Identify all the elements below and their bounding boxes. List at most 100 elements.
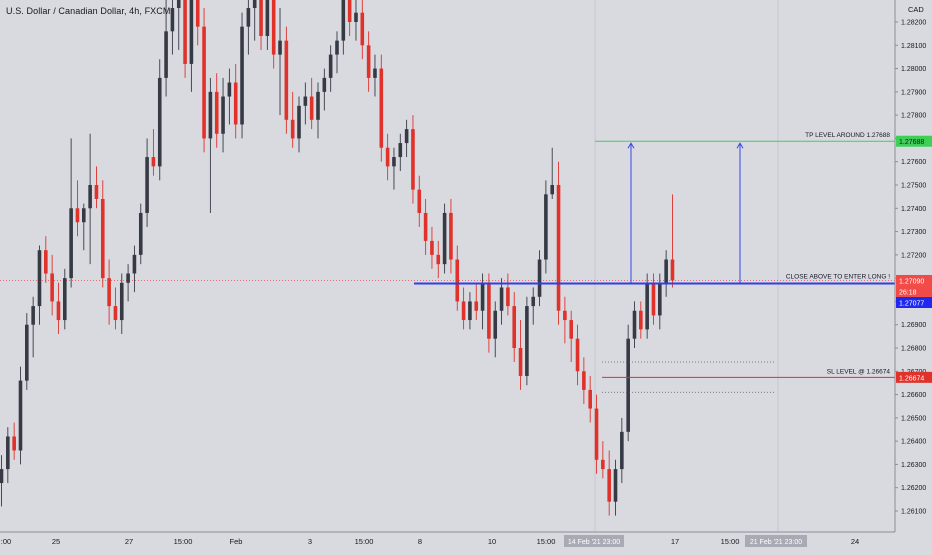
candle-body[interactable] [0,469,4,484]
candle-body[interactable] [347,0,352,22]
candle-body[interactable] [392,157,396,167]
candle-body[interactable] [75,208,80,223]
candle-body[interactable] [290,119,295,139]
candle-body[interactable] [639,310,643,330]
candle-body[interactable] [455,259,460,302]
candle-body[interactable] [385,147,390,167]
candle-body[interactable] [164,31,168,78]
candle-body[interactable] [132,254,137,274]
candle-body[interactable] [227,82,232,97]
candle-body[interactable] [651,282,656,316]
candle-body[interactable] [449,212,453,260]
candle-body[interactable] [12,436,16,451]
candle-body[interactable] [170,8,175,32]
candle-body[interactable] [246,8,251,27]
candle-body[interactable] [404,129,409,144]
candle-body[interactable] [506,287,510,307]
candle-body[interactable] [56,301,61,321]
candle-body[interactable] [316,91,320,120]
candle-body[interactable] [44,250,48,274]
candle-body[interactable] [195,0,200,27]
candle-body[interactable] [518,348,523,376]
candle-body[interactable] [271,0,276,55]
candle-body[interactable] [366,45,371,78]
candle-body[interactable] [126,273,130,283]
candle-body[interactable] [208,91,213,139]
candle-body[interactable] [499,287,504,311]
candle-body[interactable] [360,12,365,46]
candle-body[interactable] [94,185,99,199]
candle-body[interactable] [544,194,548,260]
candle-body[interactable] [202,26,206,139]
candle-body[interactable] [183,0,187,64]
candle-body[interactable] [88,185,92,209]
candle-body[interactable] [189,0,194,64]
candle-body[interactable] [613,469,618,502]
candle-body[interactable] [569,320,573,339]
candle-body[interactable] [563,310,567,321]
candle-body[interactable] [25,324,29,381]
candle-body[interactable] [493,310,498,339]
candle-body[interactable] [620,431,624,470]
candle-body[interactable] [278,40,282,55]
candle-body[interactable] [430,240,434,255]
candle-body[interactable] [37,250,42,307]
candle-body[interactable] [487,282,491,339]
candle-body[interactable] [151,157,156,167]
candle-body[interactable] [107,278,111,307]
candle-body[interactable] [442,212,447,265]
candle-body[interactable] [658,282,662,316]
candle-body[interactable] [398,143,403,158]
candle-body[interactable] [550,185,555,195]
candle-body[interactable] [468,301,472,321]
candle-body[interactable] [328,54,333,78]
candle-body[interactable] [50,273,54,302]
candle-body[interactable] [537,259,542,297]
candle-body[interactable] [309,96,314,120]
candle-body[interactable] [284,40,289,120]
candle-body[interactable] [588,389,592,409]
candle-body[interactable] [582,371,586,390]
candle-body[interactable] [252,0,257,9]
candle-body[interactable] [69,208,73,279]
candle-body[interactable] [157,77,162,167]
candle-body[interactable] [18,380,23,451]
candle-body[interactable] [474,301,479,311]
candle-body[interactable] [531,296,536,307]
candle-body[interactable] [423,212,428,241]
candle-body[interactable] [240,26,244,125]
candle-body[interactable] [113,306,118,321]
candle-body[interactable] [525,306,529,376]
candle-body[interactable] [63,278,67,321]
candle-body[interactable] [297,105,301,139]
candle-body[interactable] [221,96,225,134]
candle-body[interactable] [303,96,308,106]
candle-body[interactable] [335,40,339,55]
candle-body[interactable] [480,282,485,311]
candle-body[interactable] [461,301,466,321]
candle-body[interactable] [664,259,668,283]
candle-body[interactable] [670,259,675,281]
candle-body[interactable] [176,0,181,9]
candle-body[interactable] [512,306,517,348]
candle-body[interactable] [626,338,630,432]
candle-body[interactable] [411,129,415,190]
candle-body[interactable] [265,0,270,36]
candle-body[interactable] [322,77,327,92]
candle-body[interactable] [81,208,86,223]
candle-body[interactable] [607,469,611,502]
candle-body[interactable] [31,306,35,325]
candle-body[interactable] [233,82,238,125]
candle-body[interactable] [436,254,441,265]
candle-body[interactable] [354,12,358,22]
candle-body[interactable] [214,91,219,134]
candle-body[interactable] [341,0,346,41]
candle-body[interactable] [119,282,124,321]
candle-body[interactable] [632,310,637,339]
candle-body[interactable] [259,0,263,36]
candle-body[interactable] [145,157,149,213]
candle-body[interactable] [601,459,605,470]
candle-body[interactable] [373,68,377,78]
candle-body[interactable] [575,338,580,372]
